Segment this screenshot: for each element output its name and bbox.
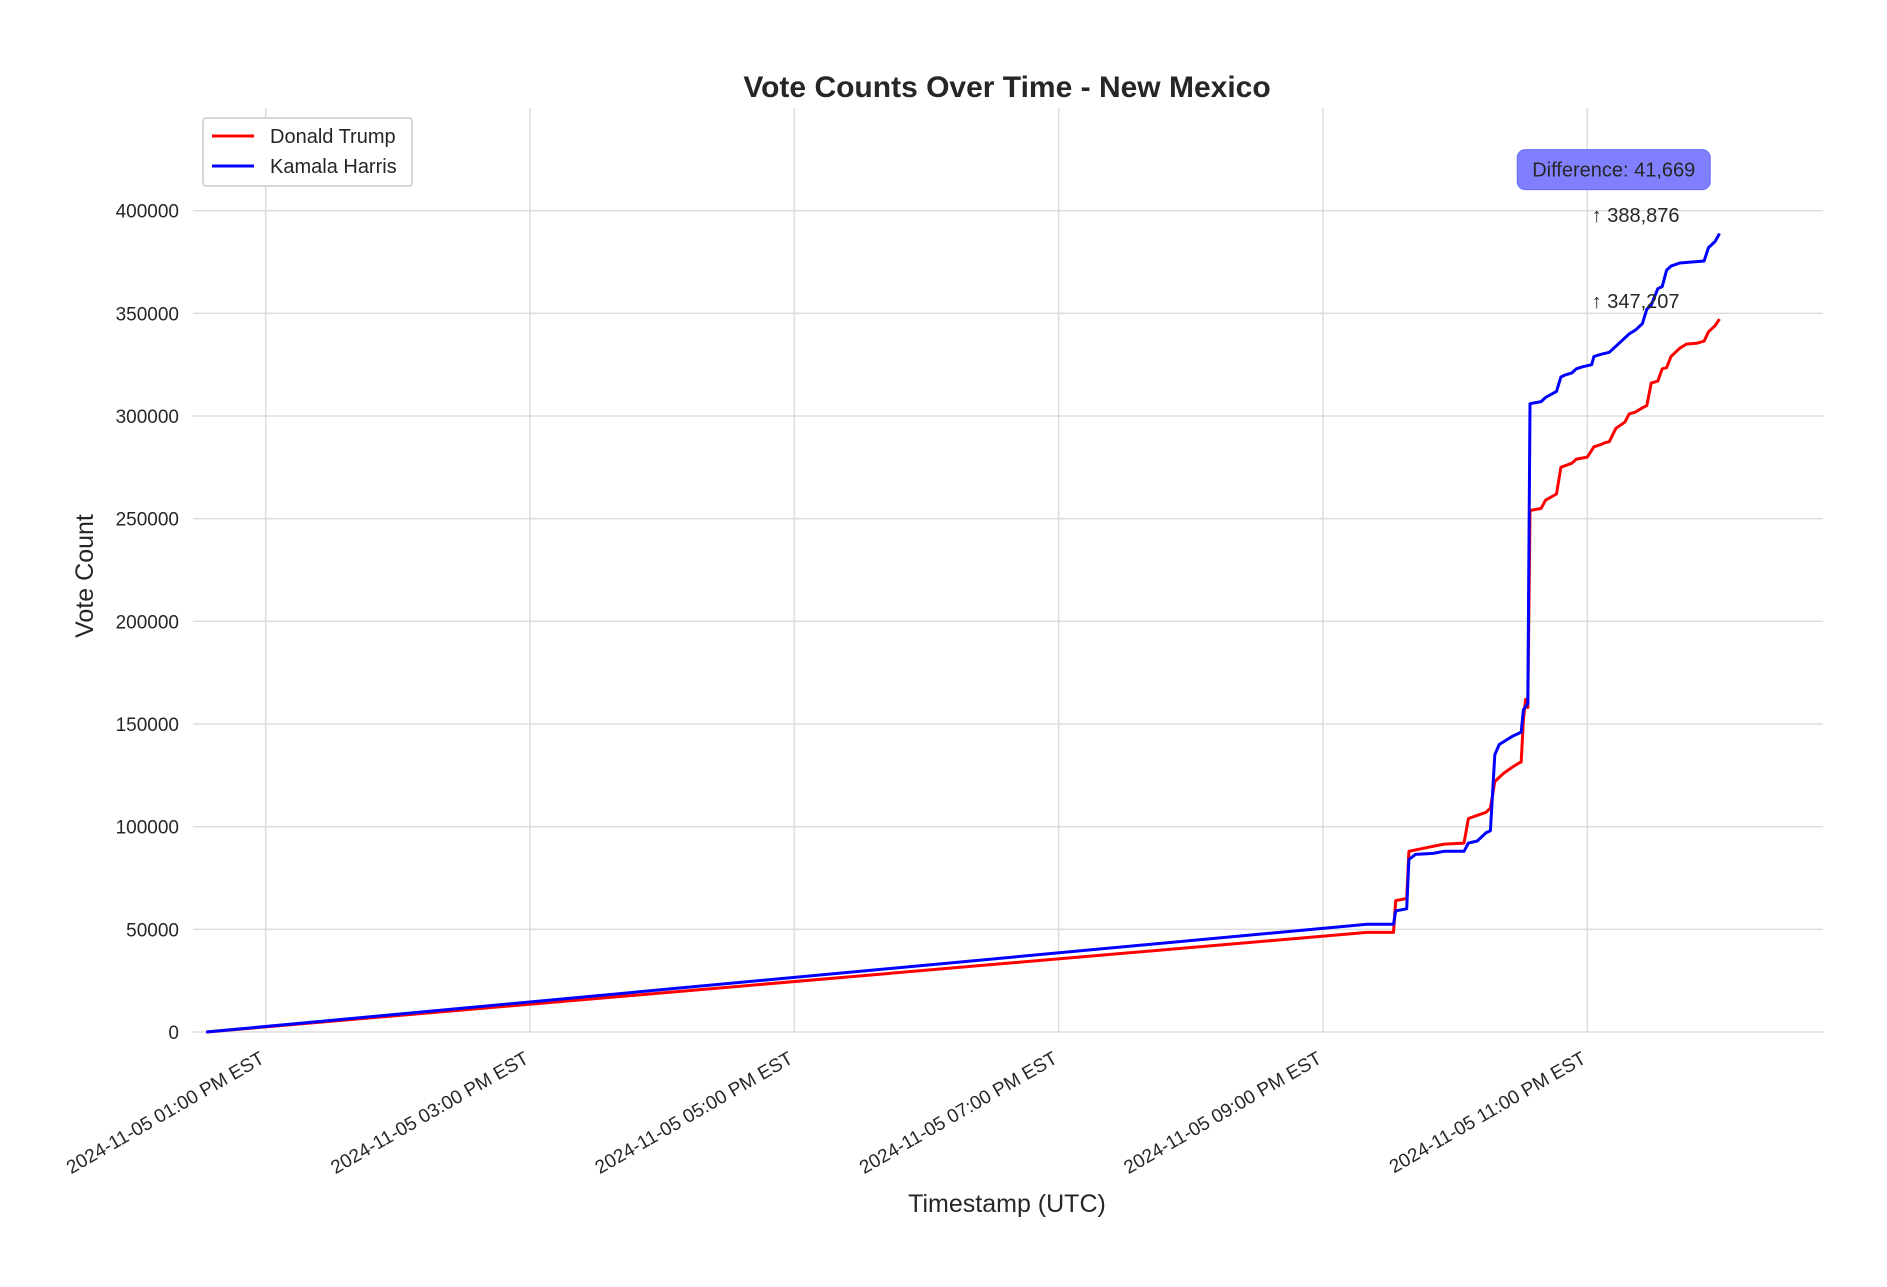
y-tick-label-8: 400000 [116,202,179,223]
difference-label: Difference: 41,669 [1532,160,1695,182]
legend-label-trump: Donald Trump [270,126,396,148]
y-axis-label: Vote Count [71,514,99,638]
annotation-trump-final: ↑ 347,207 [1592,291,1680,313]
series-line-donald-trump [206,318,1721,1034]
y-tick-labels: 0 50000 100000 150000 200000 250000 300000 3500… [116,202,179,1044]
legend: Donald Trump Kamala Harris [202,117,413,187]
y-tick-label-2: 100000 [116,818,179,839]
legend-box [202,117,413,187]
grid [193,108,1823,1033]
y-tick-label-0: 0 [168,1023,179,1044]
series-line-kamala-harris [206,232,1721,1034]
legend-label-harris: Kamala Harris [270,156,397,178]
difference-box [1516,149,1711,191]
y-tick-label-4: 200000 [116,612,179,633]
series-lines [206,232,1721,1034]
annotations: ↑ 388,876 ↑ 347,207 Difference: 41,669 [1516,149,1711,313]
x-axis-label: Timestamp (UTC) [908,1190,1106,1218]
annotation-harris-final: ↑ 388,876 [1592,205,1680,227]
y-tick-label-3: 150000 [116,715,179,736]
y-tick-label-1: 50000 [126,920,179,941]
y-tick-label-5: 250000 [116,510,179,531]
y-tick-label-6: 300000 [116,407,179,428]
y-tick-label-7: 350000 [116,304,179,325]
chart-title: Vote Counts Over Time - New Mexico [743,71,1270,104]
